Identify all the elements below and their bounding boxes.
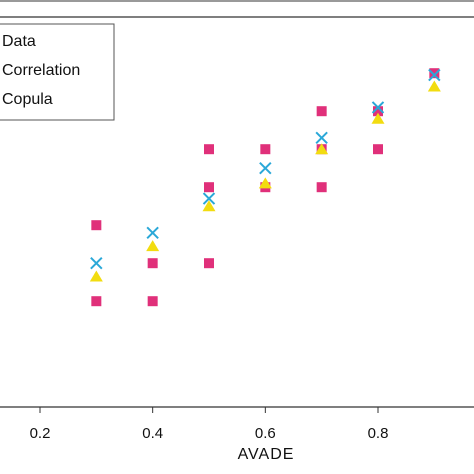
data-point xyxy=(204,182,214,193)
legend: Data Correlation Copula xyxy=(0,23,115,121)
data-point xyxy=(316,182,327,193)
x-tick-label: 0.6 xyxy=(255,425,276,442)
legend-box xyxy=(0,23,115,121)
correlation-point xyxy=(146,226,159,240)
x-axis-title: AVADE xyxy=(238,446,295,463)
data-point xyxy=(147,296,158,307)
data-point xyxy=(373,106,383,117)
data-point xyxy=(316,106,327,117)
data-point xyxy=(260,144,271,155)
x-tick-label: 0.8 xyxy=(368,425,389,442)
correlation-point xyxy=(202,192,216,205)
copula-point xyxy=(315,143,329,155)
data-point xyxy=(91,220,102,231)
copula-point xyxy=(146,240,160,252)
copula-point xyxy=(427,80,441,92)
legend-label-data: Data xyxy=(2,33,36,50)
data-point xyxy=(373,144,383,155)
x-tick-label: 0.2 xyxy=(30,425,51,442)
correlation-point xyxy=(428,68,441,82)
data-point xyxy=(204,144,214,155)
correlation-point xyxy=(90,256,103,270)
legend-label-copula: Copula xyxy=(2,91,53,108)
correlation-point xyxy=(371,101,385,114)
copula-point xyxy=(202,200,216,212)
x-axis-ticks: 0.2 0.4 0.6 0.8 xyxy=(30,407,389,442)
correlation-point xyxy=(315,131,328,145)
data-point xyxy=(429,68,440,79)
data-marks xyxy=(89,68,441,307)
copula-point xyxy=(258,177,272,189)
data-point xyxy=(204,258,214,269)
x-tick-label: 0.4 xyxy=(142,425,163,442)
correlation-point xyxy=(259,161,272,175)
data-point xyxy=(147,258,158,269)
copula-point xyxy=(371,112,385,124)
legend-label-correlation: Correlation xyxy=(2,62,80,79)
data-point xyxy=(91,296,102,307)
copula-point xyxy=(89,270,103,282)
